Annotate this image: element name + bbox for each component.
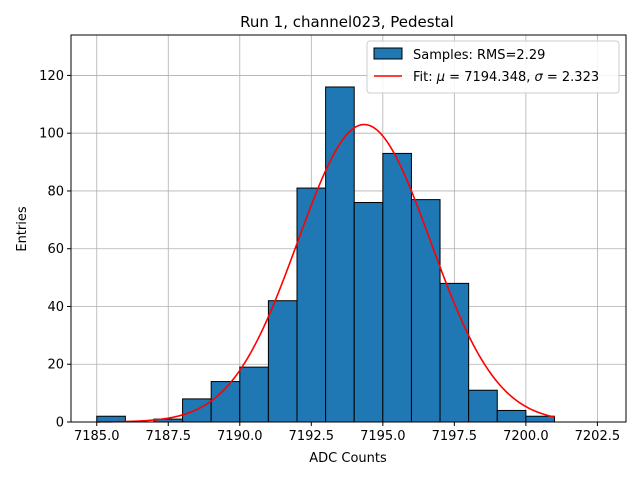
- y-axis-label: Entries: [15, 206, 30, 252]
- legend-fit-label: Fit: μ = 7194.348, σ = 2.323: [413, 70, 599, 85]
- y-tick-label: 0: [56, 416, 64, 431]
- y-tick-label: 60: [47, 242, 64, 257]
- histogram-bar: [410, 199, 441, 423]
- histogram-bar: [353, 202, 384, 423]
- histogram-bar: [468, 389, 498, 423]
- y-tick-label: 80: [47, 184, 64, 199]
- histogram-bars: [96, 86, 555, 423]
- y-axis-ticks: 0 20 40 60 80 100 120: [39, 69, 71, 431]
- x-tick-label: 7195.0: [360, 429, 406, 444]
- x-tick-label: 7202.5: [575, 429, 621, 444]
- legend-fit-mu-symbol: μ: [436, 70, 445, 85]
- histogram-bar: [525, 415, 555, 423]
- histogram-bar: [267, 300, 298, 423]
- x-axis-label: ADC Counts: [309, 451, 387, 466]
- legend-fit-sigma-value: = 2.323: [543, 70, 599, 85]
- legend-histogram-label: Samples: RMS=2.29: [413, 48, 545, 63]
- histogram-bar: [496, 409, 527, 423]
- histogram-bar: [296, 187, 327, 423]
- x-tick-label: 7192.5: [289, 429, 335, 444]
- fit-curve: [96, 123, 555, 423]
- y-tick-label: 100: [39, 127, 64, 142]
- y-tick-label: 120: [39, 69, 64, 84]
- legend-box: [366, 40, 620, 94]
- chart-title: Run 1, channel023, Pedestal: [240, 13, 454, 31]
- plot-frame: [70, 34, 627, 423]
- legend-fit-mu-value: = 7194.348,: [445, 70, 534, 85]
- x-tick-label: 7187.5: [146, 429, 192, 444]
- x-tick-label: 7197.5: [432, 429, 478, 444]
- legend-fit-sigma-symbol: σ: [535, 70, 544, 85]
- x-tick-label: 7190.0: [217, 429, 263, 444]
- legend-fit-prefix: Fit:: [413, 70, 437, 85]
- legend-histogram-swatch: [373, 47, 403, 60]
- y-tick-label: 40: [47, 300, 64, 315]
- x-tick-label: 7200.0: [503, 429, 549, 444]
- histogram-bar: [182, 398, 212, 423]
- histogram-bar: [325, 86, 355, 423]
- histogram-bar: [439, 282, 470, 423]
- y-tick-label: 20: [47, 358, 64, 373]
- x-tick-label: 7185.0: [74, 429, 120, 444]
- x-axis-ticks: 7185.0 7187.5 7190.0 7192.5 7195.0 7197.5 7200…: [74, 422, 620, 444]
- histogram-bar: [382, 152, 412, 423]
- histogram-bar: [239, 366, 269, 423]
- legend: Samples: RMS=2.29 Fit: μ = 7194.348, σ =…: [366, 40, 620, 94]
